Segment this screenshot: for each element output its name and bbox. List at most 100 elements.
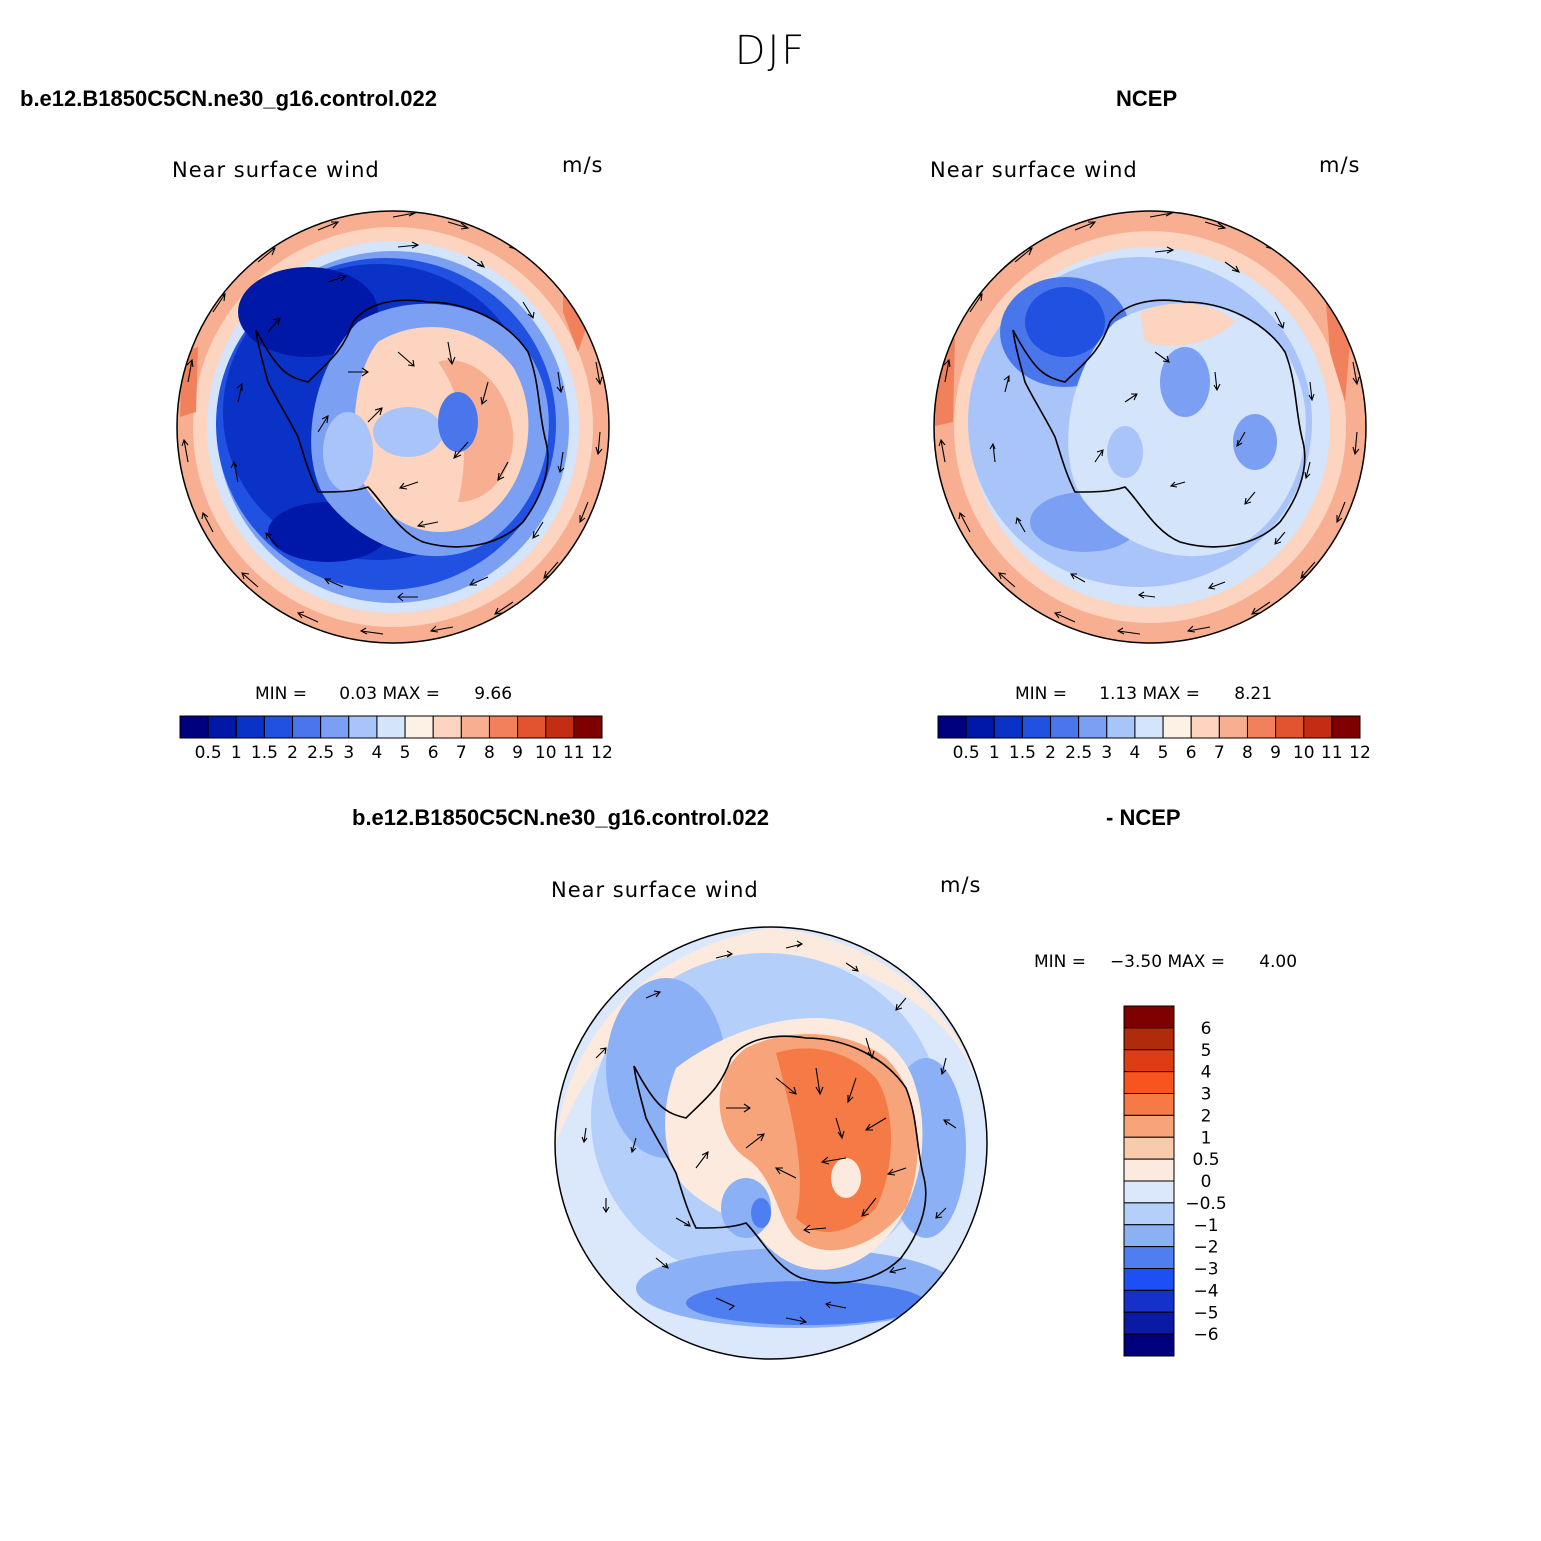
panel1-min-value: 0.03 bbox=[339, 684, 378, 704]
panel1-max-value: 9.66 bbox=[474, 684, 513, 704]
panel3-colorbar-swatch bbox=[1123, 1049, 1175, 1073]
panel2-colorbar-swatch bbox=[1021, 715, 1052, 739]
panel3-colorbar-tick-label: 0.5 bbox=[1192, 1150, 1219, 1170]
panel2-coastline bbox=[1012, 299, 1306, 548]
panel1-min-label: MIN = bbox=[255, 684, 308, 704]
panel1-colorbar-tick-label: 9 bbox=[512, 743, 523, 763]
panel3-colorbar-tick-label: 1 bbox=[1201, 1128, 1212, 1148]
panel1-coastline bbox=[255, 299, 549, 548]
panel2-colorbar-tick-label: 9 bbox=[1270, 743, 1281, 763]
panel1-variable-label: Near surface wind bbox=[172, 158, 380, 182]
panel2-colorbar-swatch bbox=[1246, 715, 1277, 739]
panel1-max-label: MAX = bbox=[382, 684, 441, 704]
panel1-colorbar-swatch bbox=[460, 715, 490, 739]
panel1-colorbar-tick-label: 5 bbox=[400, 743, 411, 763]
panel2-colorbar-swatch bbox=[1331, 715, 1361, 739]
panel1-colorbar-tick-label: 6 bbox=[428, 743, 439, 763]
panel2-colorbar-tick-label: 5 bbox=[1158, 743, 1169, 763]
panel2-variable-label: Near surface wind bbox=[930, 158, 1138, 182]
panel1-colorbar-swatch bbox=[320, 715, 350, 739]
panel2-colorbar-swatch bbox=[1162, 715, 1192, 739]
panel1-colorbar-swatch bbox=[404, 715, 434, 739]
panel2-colorbar-tick-label: 2.5 bbox=[1065, 743, 1092, 763]
panel2-map-border bbox=[933, 210, 1367, 644]
panel1-colorbar-tick-label: 10 bbox=[535, 743, 557, 763]
panel2-colorbar-tick-label: 1 bbox=[989, 743, 1000, 763]
panel2-colorbar-swatch bbox=[965, 715, 995, 739]
panel2-polar-map bbox=[933, 210, 1367, 644]
panel1-case-title: b.e12.B1850C5CN.ne30_g16.control.022 bbox=[20, 86, 437, 111]
panel2-min-label: MIN = bbox=[1015, 684, 1068, 704]
panel1-colorbar-tick-label: 4 bbox=[372, 743, 383, 763]
panel3-colorbar-swatch bbox=[1123, 1158, 1175, 1182]
panel3-units-label: m/s bbox=[940, 873, 982, 897]
panel1-colorbar-swatch bbox=[207, 715, 237, 739]
panel2-colorbar-swatch bbox=[1078, 715, 1108, 739]
panel1-colorbar-swatch bbox=[179, 715, 209, 739]
panel2-colorbar-tick-label: 11 bbox=[1321, 743, 1343, 763]
panel1-colorbar-swatch bbox=[348, 715, 378, 739]
panel2-colorbar-tick-label: 0.5 bbox=[953, 743, 980, 763]
panel3-colorbar-swatch bbox=[1123, 1136, 1175, 1160]
panel1-colorbar-tick-label: 8 bbox=[484, 743, 495, 763]
panel3-colorbar-swatch bbox=[1123, 1268, 1175, 1291]
panel1-colorbar-tick-label: 2 bbox=[287, 743, 298, 763]
panel2-colorbar-swatch bbox=[937, 715, 967, 739]
panel3-colorbar-swatch bbox=[1123, 1224, 1175, 1248]
panel2-colorbar-tick-label: 8 bbox=[1242, 743, 1253, 763]
panel2-max-label: MAX = bbox=[1142, 684, 1201, 704]
panel3-colorbar-tick-label: −4 bbox=[1193, 1281, 1218, 1301]
panel2-colorbar-swatch bbox=[1106, 715, 1136, 739]
panel1-colorbar-swatch bbox=[432, 715, 462, 739]
panel1-colorbar-swatch bbox=[517, 715, 547, 739]
panel3-max-value: 4.00 bbox=[1259, 952, 1298, 972]
panel3-colorbar-swatch bbox=[1123, 1027, 1175, 1051]
panel3-colorbar-tick-label: 5 bbox=[1201, 1041, 1212, 1061]
panel1-units-label: m/s bbox=[562, 153, 604, 177]
panel3-colorbar-swatch bbox=[1123, 1289, 1175, 1313]
panel3-colorbar-tick-label: −1 bbox=[1193, 1216, 1218, 1236]
panel3-colorbar-swatch bbox=[1123, 1071, 1175, 1094]
panel1-colorbar-swatch bbox=[263, 715, 294, 739]
panel1-minmax-row: MIN = 0.03 MAX = 9.66 bbox=[255, 684, 512, 704]
panel2-colorbar-swatch bbox=[1134, 715, 1164, 739]
panel3-colorbar-tick-label: 4 bbox=[1201, 1063, 1212, 1083]
panel2-min-value: 1.13 bbox=[1099, 684, 1138, 704]
panel2-colorbar-tick-label: 12 bbox=[1349, 743, 1371, 763]
panel2-wind-vectors bbox=[938, 211, 1360, 635]
panel2-colorbar-swatch bbox=[1190, 715, 1220, 739]
panel2-colorbar-swatch bbox=[1050, 715, 1080, 739]
panel3-colorbar-swatch bbox=[1123, 1005, 1175, 1029]
panel1-colorbar: 0.5 1 1.5 2 2.5 3 4 5 6 7 8 9 10 11 12 bbox=[179, 715, 613, 763]
panel2-case-title: NCEP bbox=[1116, 86, 1178, 111]
panel1-colorbar-tick-label: 0.5 bbox=[195, 743, 222, 763]
panel3-case-suffix: - NCEP bbox=[1106, 805, 1181, 830]
panel2-colorbar-tick-label: 3 bbox=[1101, 743, 1112, 763]
panel2-colorbar-tick-label: 6 bbox=[1186, 743, 1197, 763]
panel3-min-value: −3.50 bbox=[1109, 952, 1163, 972]
panel3-max-label: MAX = bbox=[1167, 952, 1226, 972]
panel2-colorbar-swatch bbox=[1218, 715, 1248, 739]
panel1-polar-map bbox=[176, 210, 610, 644]
panel1-colorbar-tick-label: 3 bbox=[343, 743, 354, 763]
panel3-minmax-row: MIN = −3.50 MAX = 4.00 bbox=[1034, 952, 1297, 972]
panel3-colorbar-tick-label: −6 bbox=[1193, 1325, 1218, 1345]
panel3-colorbar-swatch bbox=[1123, 1333, 1175, 1357]
panel3-min-label: MIN = bbox=[1034, 952, 1087, 972]
panel1-colorbar-tick-label: 12 bbox=[591, 743, 613, 763]
panel2-colorbar-swatch bbox=[1275, 715, 1305, 739]
panel2-colorbar: 0.5 1 1.5 2 2.5 3 4 5 6 7 8 9 10 11 12 bbox=[937, 715, 1371, 763]
panel3-colorbar-tick-label: −3 bbox=[1193, 1260, 1218, 1280]
panel1-colorbar-swatch bbox=[235, 715, 265, 739]
panel3-colorbar-tick-label: 0 bbox=[1201, 1172, 1212, 1192]
panel3-wind-vectors bbox=[581, 940, 957, 1325]
panel3-colorbar-tick-label: 6 bbox=[1201, 1019, 1212, 1039]
panel2-minmax-row: MIN = 1.13 MAX = 8.21 bbox=[1015, 684, 1272, 704]
panel3-colorbar-swatch bbox=[1123, 1114, 1175, 1138]
panel1-colorbar-swatch bbox=[376, 715, 406, 739]
panel2-colorbar-swatch bbox=[1303, 715, 1333, 739]
panel3-colorbar-tick-label: −5 bbox=[1193, 1303, 1218, 1323]
panel3-coastline bbox=[633, 1035, 927, 1284]
figure-season-title: DJF bbox=[734, 28, 807, 74]
